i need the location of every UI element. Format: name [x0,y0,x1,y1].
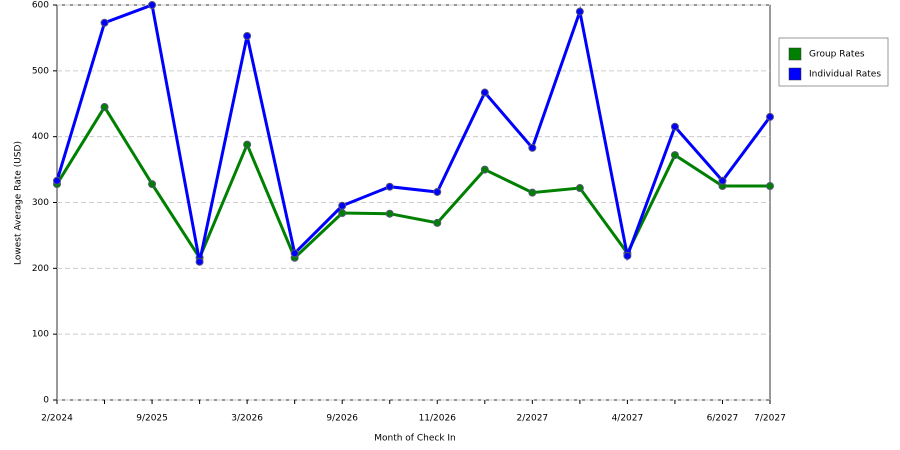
data-point [243,140,252,149]
data-point [528,188,537,197]
y-tick-label: 300 [32,198,49,208]
data-point [528,143,537,152]
data-point [148,1,157,9]
data-point [385,182,394,191]
x-tick-label: 2/2027 [516,414,548,424]
x-axis-label: Month of Check In [374,434,456,444]
legend-label: Group Rates [809,50,865,60]
series-line [55,2,772,263]
x-tick-label: 9/2025 [136,414,168,424]
x-tick-label: 3/2026 [231,414,263,424]
y-axis-label: Lowest Average Rate (USD) [14,141,24,265]
x-tick-label: 6/2027 [707,414,739,424]
y-tick-label: 600 [32,1,49,11]
data-point [148,180,157,189]
data-point [338,201,347,210]
y-tick-label: 100 [32,330,49,340]
data-point [100,103,109,112]
y-tick-label: 200 [32,264,49,274]
data-point [385,209,394,218]
x-tick-label: 7/2027 [754,414,786,424]
data-point [670,122,679,131]
data-point [243,31,252,40]
data-point [338,209,347,218]
data-point [575,7,584,16]
data-point [433,187,442,196]
y-tick-label: 0 [43,396,49,406]
series-line [55,104,770,262]
data-point [670,151,679,160]
data-point [480,165,489,174]
legend-swatch [788,47,802,61]
data-point [718,176,727,185]
data-point [195,257,204,266]
data-point [766,182,774,191]
x-tick-label: 9/2026 [326,414,358,424]
x-tick-label: 11/2026 [419,414,457,424]
legend-label: Individual Rates [809,70,881,80]
data-point [53,176,61,185]
data-point [100,18,109,27]
data-point [766,112,774,121]
data-point [575,184,584,193]
data-point [480,88,489,97]
data-point [433,218,442,227]
x-tick-label: 4/2027 [612,414,644,424]
data-point [290,249,299,258]
data-point [623,251,632,260]
y-tick-label: 500 [32,66,49,76]
x-tick-label: 2/2024 [41,414,73,424]
y-tick-label: 400 [32,132,49,142]
legend-swatch [788,67,802,81]
